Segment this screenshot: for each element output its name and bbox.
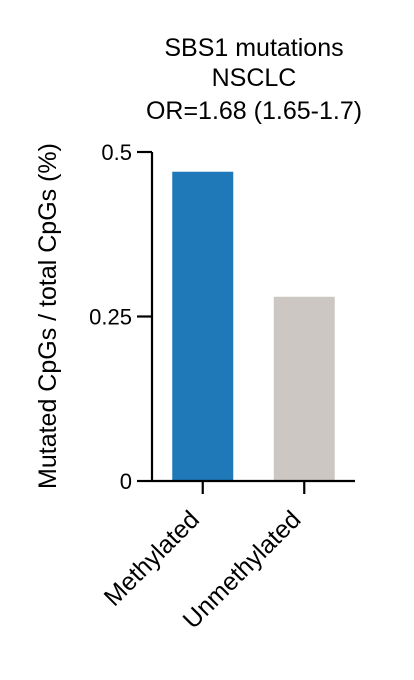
bars-group: [172, 171, 335, 482]
chart-title: SBS1 mutations NSCLC OR=1.68 (1.65-1.7): [146, 34, 362, 125]
chart-title-line-2: NSCLC: [212, 64, 297, 92]
bar-methylated: [172, 171, 234, 482]
chart-title-line-3: OR=1.68 (1.65-1.7): [146, 97, 362, 125]
bar-unmethylated: [273, 296, 335, 481]
y-tick-label-0: 0: [120, 469, 132, 494]
y-axis-label: Mutated CpGs / total CpGs (%): [34, 143, 62, 489]
y-tick-label-2: 0.5: [101, 140, 132, 165]
chart-title-line-1: SBS1 mutations: [164, 34, 343, 62]
x-tick-label-methylated: Methylated: [99, 505, 205, 611]
y-tick-label-1: 0.25: [89, 305, 132, 330]
y-axis: 0 0.25 0.5: [89, 140, 154, 494]
